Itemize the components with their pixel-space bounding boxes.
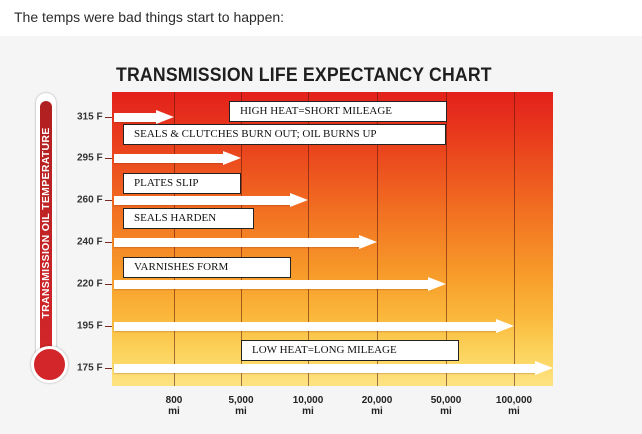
arrow-shaft: [114, 196, 291, 205]
y-tick: [105, 368, 112, 369]
x-tick-label: 800 mi: [144, 395, 204, 417]
arrow-shaft: [114, 364, 536, 373]
y-tick-label: 240 F: [77, 236, 103, 248]
x-tick-unit: mi: [371, 406, 383, 417]
callout-low-heat: LOW HEAT=LONG MILEAGE: [241, 340, 459, 361]
arrow-shaft: [114, 280, 429, 289]
x-tick-value: 100,000: [495, 395, 533, 406]
arrow-shaft: [114, 238, 360, 247]
post-text: The temps were bad things start to happe…: [14, 9, 285, 25]
x-tick-unit: mi: [235, 406, 247, 417]
bar-arrow: [114, 319, 514, 334]
x-tick-label: 100,000 mi: [484, 395, 544, 417]
bar-arrow: [114, 110, 174, 125]
callout-high-heat: HIGH HEAT=SHORT MILEAGE: [229, 101, 447, 122]
arrow-shaft: [114, 322, 497, 331]
y-tick: [105, 242, 112, 243]
arrow-shaft: [114, 154, 224, 163]
y-tick: [105, 284, 112, 285]
thermometer-fill: [40, 101, 52, 357]
y-tick-label: 195 F: [77, 320, 103, 332]
y-tick-label: 220 F: [77, 278, 103, 290]
y-tick: [105, 200, 112, 201]
callout-plates-slip: PLATES SLIP: [123, 173, 241, 194]
thermometer-bulb: [31, 346, 68, 383]
y-tick: [105, 326, 112, 327]
x-tick-value: 800: [165, 395, 183, 406]
gridline: [446, 92, 447, 386]
x-tick-value: 50,000: [430, 395, 462, 406]
bar-arrow: [114, 277, 446, 292]
y-tick-label: 175 F: [77, 362, 103, 374]
x-tick-value: 5,000: [228, 395, 254, 406]
arrow-head: [428, 277, 446, 291]
x-tick-label: 10,000 mi: [278, 395, 338, 417]
thermometer-icon: [36, 93, 56, 357]
bar-arrow: [114, 361, 553, 376]
callout-seals-harden: SEALS HARDEN: [123, 208, 254, 229]
bar-arrow: [114, 193, 308, 208]
x-tick-unit: mi: [168, 406, 180, 417]
x-tick-unit: mi: [440, 406, 452, 417]
x-tick-unit: mi: [302, 406, 314, 417]
bar-arrow: [114, 151, 241, 166]
bar-arrow: [114, 235, 377, 250]
arrow-head: [223, 151, 241, 165]
arrow-shaft: [114, 113, 157, 122]
thermometer-label: TRANSMISSION OIL TEMPERATURE: [40, 127, 52, 319]
callout-seals-clutches: SEALS & CLUTCHES BURN OUT; OIL BURNS UP: [123, 124, 446, 145]
gridline: [377, 92, 378, 386]
y-tick: [105, 158, 112, 159]
arrow-head: [535, 361, 553, 375]
gridline: [514, 92, 515, 386]
x-tick-label: 5,000 mi: [211, 395, 271, 417]
arrow-head: [290, 193, 308, 207]
y-tick-label: 260 F: [77, 194, 103, 206]
callout-varnishes-form: VARNISHES FORM: [123, 257, 291, 278]
y-tick-label: 295 F: [77, 152, 103, 164]
x-tick-unit: mi: [508, 406, 520, 417]
chart-title: TRANSMISSION LIFE EXPECTANCY CHART: [116, 65, 492, 86]
x-tick-label: 20,000 mi: [347, 395, 407, 417]
x-tick-value: 10,000: [292, 395, 324, 406]
x-tick-label: 50,000 mi: [416, 395, 476, 417]
x-tick-value: 20,000: [361, 395, 393, 406]
y-tick-label: 315 F: [77, 111, 103, 123]
arrow-head: [496, 319, 514, 333]
arrow-head: [156, 110, 174, 124]
arrow-head: [359, 235, 377, 249]
y-tick: [105, 117, 112, 118]
